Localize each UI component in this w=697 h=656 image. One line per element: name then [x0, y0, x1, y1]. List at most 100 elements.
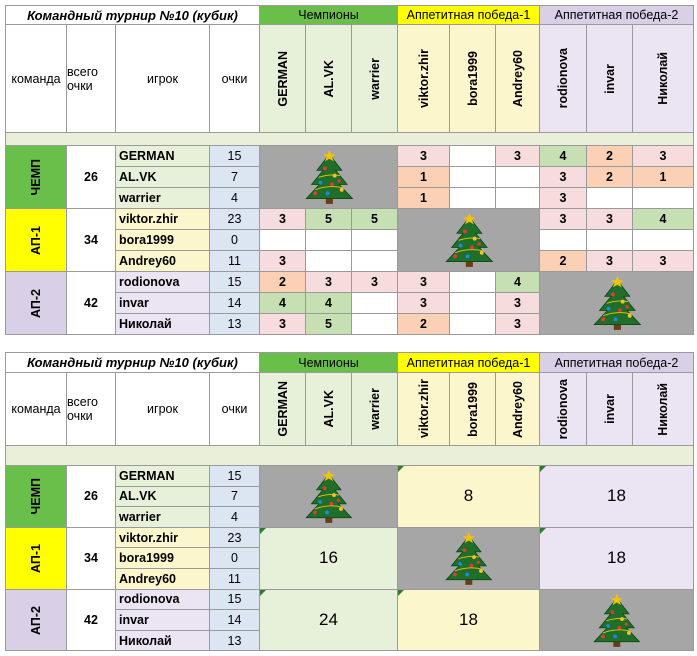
score-cell-text: 3: [559, 170, 567, 184]
score-cell-text: 3: [279, 254, 286, 268]
score-cell: [496, 188, 540, 209]
team-name-text: АП-2: [29, 288, 43, 318]
self-block: [398, 209, 540, 272]
self-block: [260, 466, 398, 528]
player-column-header-text: Николай: [656, 382, 670, 436]
score-cell: 3: [587, 251, 633, 272]
table-title-text: Командный турнир №10 (кубик): [27, 355, 238, 370]
score-cell: [306, 230, 352, 251]
player-column-header-text: Andrey60: [510, 380, 525, 438]
score-cell-text: 3: [279, 212, 286, 226]
player-column-header: Николай: [633, 373, 694, 446]
score-cell: 4: [306, 293, 352, 314]
column-header-text: команда: [11, 402, 61, 416]
column-header: всего очки: [67, 373, 116, 446]
column-header-text: игрок: [147, 71, 178, 86]
team-total: 34: [67, 527, 116, 590]
group-header: Аппетитная победа-2: [540, 5, 694, 25]
block-score: 24: [260, 589, 398, 652]
score-cell: 5: [306, 209, 352, 230]
player-column-header-text: GERMAN: [275, 50, 290, 107]
score-cell: [633, 188, 694, 209]
score-cell-text: 3: [559, 212, 567, 226]
group-header-text: Аппетитная победа-2: [554, 355, 679, 370]
player-column-header-text: invar: [602, 63, 617, 94]
column-header-text: игрок: [147, 402, 178, 416]
team-total: 42: [67, 272, 116, 335]
player-name-text: AL.VK: [119, 489, 157, 504]
column-header-text: команда: [11, 71, 61, 86]
player-points: 14: [210, 610, 260, 631]
score-cell: 3: [398, 146, 450, 167]
team-name-text: АП-1: [29, 225, 43, 255]
player-points-text: 7: [231, 489, 238, 504]
score-cell: 3: [496, 146, 540, 167]
score-cell-text: 5: [325, 212, 332, 226]
player-column-header: warrier: [352, 25, 398, 133]
player-column-header: viktor.zhir: [398, 25, 450, 133]
team-name: АП-2: [5, 272, 67, 335]
player-column-header: rodionova: [540, 373, 587, 446]
player-name: warrier: [116, 188, 210, 209]
player-name-text: warrier: [119, 191, 161, 205]
player-points-text: 23: [227, 530, 242, 545]
score-cell: [540, 230, 587, 251]
score-cell: [352, 293, 398, 314]
team-total-text: 34: [84, 551, 98, 566]
player-column-header: AL.VK: [306, 25, 352, 133]
score-cell: 3: [398, 293, 450, 314]
score-cell: [496, 167, 540, 188]
score-cell-text: 1: [420, 191, 427, 205]
player-column-header: bora1999: [450, 373, 496, 446]
block-score-text: 24: [319, 609, 338, 629]
player-column-header-text: warrier: [367, 388, 382, 430]
score-cell: [306, 251, 352, 272]
player-column-header: rodionova: [540, 25, 587, 133]
player-column-header: Andrey60: [496, 373, 540, 446]
player-name-text: bora1999: [119, 233, 174, 247]
player-column-header-text: bora1999: [465, 51, 480, 106]
team-total-text: 26: [84, 170, 98, 184]
player-column-header-text: AL.VK: [321, 390, 336, 428]
score-cell: 2: [587, 167, 633, 188]
player-name: AL.VK: [116, 486, 210, 508]
score-cell: 3: [633, 251, 694, 272]
player-name-text: Николай: [119, 633, 172, 648]
score-cell: 4: [633, 209, 694, 230]
player-points-text: 14: [227, 612, 242, 627]
player-points: 15: [210, 272, 260, 293]
team-name: ЧЕМП: [5, 466, 67, 528]
player-points: 4: [210, 188, 260, 209]
score-cell: 2: [260, 272, 306, 293]
player-points: 7: [210, 167, 260, 188]
score-cell-text: 2: [420, 317, 427, 331]
score-cell: [450, 146, 496, 167]
team-name-text: АП-1: [29, 543, 43, 573]
score-cell: 3: [260, 251, 306, 272]
table-title: Командный турнир №10 (кубик): [5, 352, 260, 373]
score-cell: 3: [306, 272, 352, 293]
player-column-header-text: bora1999: [465, 381, 480, 437]
player-column-header-text: rodionova: [556, 48, 570, 109]
player-column-header-text: rodionova: [556, 378, 570, 440]
player-column-header: AL.VK: [306, 373, 352, 446]
score-cell: [352, 230, 398, 251]
score-cell: 5: [352, 209, 398, 230]
score-cell-text: 1: [420, 170, 427, 184]
score-cell: [633, 230, 694, 251]
table-title: Командный турнир №10 (кубик): [5, 5, 260, 25]
player-name-text: invar: [119, 296, 149, 310]
player-column-header-text: invar: [602, 394, 617, 424]
block-score: 16: [260, 527, 398, 590]
score-cell-text: 3: [279, 317, 286, 331]
team-total-text: 42: [84, 612, 98, 627]
player-points-text: 7: [231, 170, 238, 184]
column-header-text: всего очки: [67, 64, 98, 93]
score-cell: 3: [398, 272, 450, 293]
player-name: GERMAN: [116, 466, 210, 487]
score-cell: 3: [540, 188, 587, 209]
team-name: АП-1: [5, 209, 67, 272]
team-total: 26: [67, 466, 116, 528]
player-name-text: GERMAN: [119, 468, 175, 483]
